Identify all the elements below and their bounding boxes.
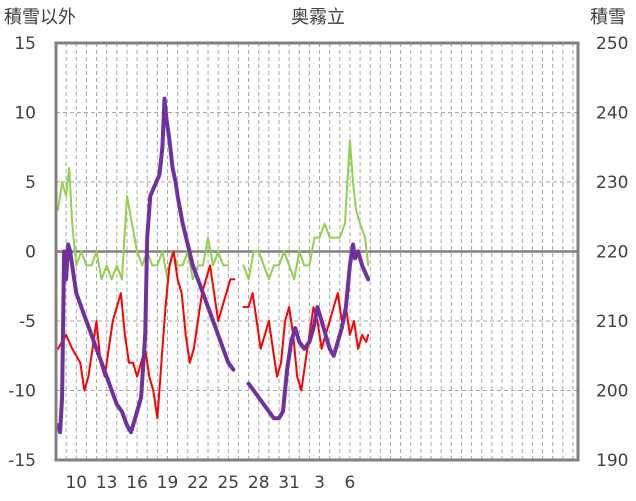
x-tick-label: 28 — [248, 473, 270, 493]
right-tick-label: 230 — [596, 173, 628, 193]
x-tick-label: 31 — [278, 473, 300, 493]
left-tick-label: 5 — [25, 173, 36, 193]
series-line-3 — [246, 242, 371, 421]
right-tick-label: 240 — [596, 104, 628, 124]
x-tick-label: 19 — [157, 473, 179, 493]
right-tick-label: 220 — [596, 243, 628, 263]
right-tick-labels: 250 240 230 220 210 200 190 — [596, 34, 628, 471]
series-line-2 — [242, 292, 370, 392]
left-tick-label: 10 — [14, 104, 36, 124]
right-tick-label: 250 — [596, 34, 628, 54]
series-line-1 — [57, 167, 230, 281]
right-tick-label: 190 — [596, 451, 628, 471]
left-tick-label: -10 — [8, 382, 36, 402]
left-tick-labels: 15 10 5 0 -5 -10 -15 — [8, 34, 36, 471]
right-tick-label: 200 — [596, 382, 628, 402]
x-tick-label: 25 — [217, 473, 239, 493]
left-axis-label: 積雪以外 — [4, 7, 76, 28]
series-line-1 — [242, 139, 370, 281]
x-tick-label: 6 — [345, 473, 356, 493]
left-tick-label: -15 — [8, 451, 36, 471]
right-axis-label: 積雪 — [590, 7, 626, 28]
plot-frame — [54, 41, 580, 462]
x-tick-labels: 10 13 16 19 22 25 28 31 3 6 — [65, 473, 355, 493]
x-tick-label: 22 — [187, 473, 209, 493]
x-tick-label: 10 — [65, 473, 87, 493]
x-tick-label: 3 — [314, 473, 325, 493]
chart-title: 奥霧立 — [291, 7, 345, 28]
series-layer — [56, 96, 371, 435]
x-tick-label: 13 — [96, 473, 118, 493]
left-tick-label: 15 — [14, 34, 36, 54]
series-line-3 — [56, 96, 236, 435]
left-tick-label: 0 — [25, 243, 36, 263]
x-tick-label: 16 — [126, 473, 148, 493]
right-tick-label: 210 — [596, 312, 628, 332]
left-tick-label: -5 — [19, 312, 36, 332]
